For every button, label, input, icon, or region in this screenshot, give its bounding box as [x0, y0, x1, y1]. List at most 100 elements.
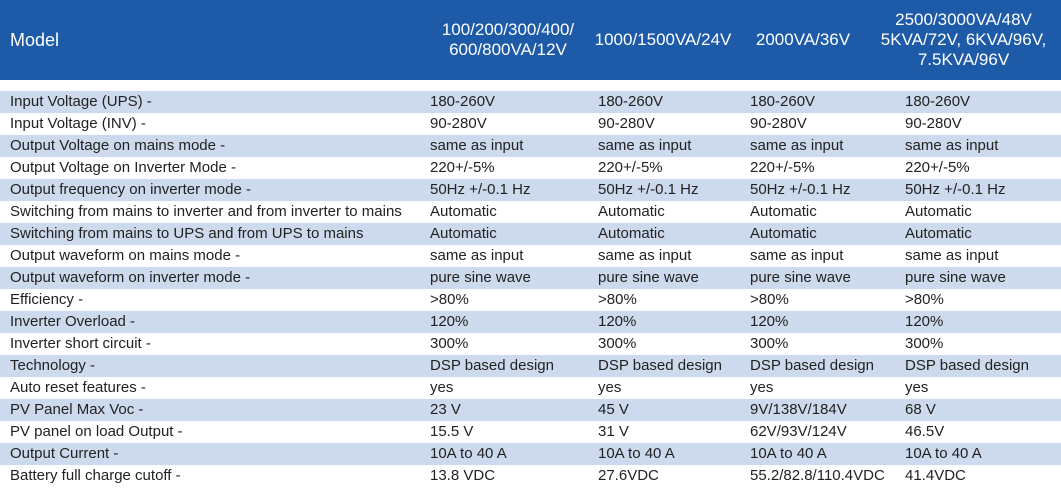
row-value: 120% [750, 313, 789, 330]
row-value: yes [598, 379, 622, 396]
row-value: 50Hz +/-0.1 Hz [430, 181, 531, 198]
row-label: Output Voltage on mains mode - [10, 137, 226, 154]
row-value: yes [905, 379, 929, 396]
row-value: 46.5V [905, 423, 945, 440]
row-value: 120% [430, 313, 469, 330]
table-body: Input Voltage (UPS) - 180-260V 180-260V 180… [0, 91, 1061, 487]
row-value: 15.5 V [430, 423, 474, 440]
table-row: Output Current - 10A to 40 A 10A to 40 A 10… [0, 443, 1061, 465]
table-row: Output Voltage on Inverter Mode - 220+/-5… [0, 157, 1061, 179]
row-value: Automatic [430, 225, 497, 242]
table-row: Output Voltage on mains mode - same as in… [0, 135, 1061, 157]
row-value: 300% [905, 335, 944, 352]
row-value: 50Hz +/-0.1 Hz [598, 181, 699, 198]
table-row: Inverter short circuit - 300% 300% 300% 300% [0, 333, 1061, 355]
row-value: >80% [905, 291, 944, 308]
row-value: 120% [905, 313, 944, 330]
row-value: Automatic [598, 225, 665, 242]
row-label: PV panel on load Output - [10, 423, 183, 440]
row-value: 220+/-5% [598, 159, 663, 176]
row-value: yes [750, 379, 774, 396]
row-label: Input Voltage (UPS) - [10, 93, 152, 110]
row-value: DSP based design [750, 357, 874, 374]
row-label: Switching from mains to inverter and fro… [10, 203, 402, 220]
row-value: yes [430, 379, 454, 396]
row-value: same as input [750, 247, 844, 264]
row-value: same as input [430, 247, 524, 264]
header-col-1-line-1: 100/200/300/400/ [441, 20, 575, 39]
header-col-4: 2500/3000VA/48V 5KVA/72V, 6KVA/96V, 7.5K… [866, 0, 1061, 80]
row-value: 45 V [598, 401, 629, 418]
table-row: PV Panel Max Voc - 23 V 45 V 9V/138V/184V 68… [0, 399, 1061, 421]
row-value: 90-280V [750, 115, 807, 132]
table-row: Output frequency on inverter mode - 50Hz … [0, 179, 1061, 201]
table-row: Switching from mains to UPS and from UPS… [0, 223, 1061, 245]
header-col-4-line-1: 2500/3000VA/48V [895, 10, 1032, 29]
header-col-1: 100/200/300/400/ 600/800VA/12V [422, 0, 594, 80]
row-value: DSP based design [905, 357, 1029, 374]
row-value: 90-280V [430, 115, 487, 132]
row-label: Output waveform on mains mode - [10, 247, 241, 264]
row-value: 300% [430, 335, 469, 352]
row-value: 300% [598, 335, 637, 352]
row-value: Automatic [430, 203, 497, 220]
row-label: Input Voltage (INV) - [10, 115, 146, 132]
row-label: PV Panel Max Voc - [10, 401, 144, 418]
header-col-2-line-1: 1000/1500VA/24V [594, 30, 732, 49]
table-row: Output waveform on mains mode - same as i… [0, 245, 1061, 267]
row-value: 180-260V [598, 93, 664, 110]
row-value: same as input [598, 137, 692, 154]
row-value: 300% [750, 335, 789, 352]
row-label: Output Voltage on Inverter Mode - [10, 159, 236, 176]
row-label: Output frequency on inverter mode - [10, 181, 251, 198]
row-value: >80% [598, 291, 637, 308]
header-col-3: 2000VA/36V [740, 0, 866, 80]
row-value: 31 V [598, 423, 629, 440]
row-value: 55.2/82.8/110.4VDC [750, 467, 885, 484]
row-label: Inverter short circuit - [10, 335, 151, 352]
row-label: Switching from mains to UPS and from UPS… [10, 225, 364, 242]
row-label: Technology - [10, 357, 96, 374]
row-value: 50Hz +/-0.1 Hz [750, 181, 851, 198]
row-value: Automatic [750, 203, 817, 220]
row-value: 62V/93V/124V [750, 423, 847, 440]
row-value: same as input [430, 137, 524, 154]
row-value: 10A to 40 A [905, 445, 982, 462]
row-value: 180-260V [750, 93, 816, 110]
table-row: Input Voltage (UPS) - 180-260V 180-260V 180… [0, 91, 1061, 113]
row-value: 10A to 40 A [750, 445, 827, 462]
row-value: pure sine wave [598, 269, 699, 286]
table-row: PV panel on load Output - 15.5 V 31 V 62V/9… [0, 421, 1061, 443]
row-label: Battery full charge cutoff - [10, 467, 181, 484]
row-value: Automatic [750, 225, 817, 242]
row-value: 90-280V [598, 115, 655, 132]
row-value: DSP based design [430, 357, 554, 374]
row-value: 10A to 40 A [598, 445, 675, 462]
row-value: pure sine wave [430, 269, 531, 286]
header-col-1-line-2: 600/800VA/12V [449, 40, 567, 59]
row-label: Auto reset features - [10, 379, 146, 396]
row-label: Efficiency - [10, 291, 84, 308]
row-value: same as input [905, 247, 999, 264]
table-row: Output waveform on inverter mode - pure s… [0, 267, 1061, 289]
row-value: 50Hz +/-0.1 Hz [905, 181, 1006, 198]
row-value: same as input [598, 247, 692, 264]
row-value: 10A to 40 A [430, 445, 507, 462]
row-value: Automatic [905, 203, 972, 220]
row-label: Output waveform on inverter mode - [10, 269, 251, 286]
row-value: 220+/-5% [750, 159, 815, 176]
table-row: Switching from mains to inverter and fro… [0, 201, 1061, 223]
table-row: Input Voltage (INV) - 90-280V 90-280V 90-28… [0, 113, 1061, 135]
table-row: Technology - DSP based design DSP based de… [0, 355, 1061, 377]
row-value: >80% [750, 291, 789, 308]
row-label: Output Current - [10, 445, 119, 462]
row-value: same as input [905, 137, 999, 154]
table-row: Efficiency - >80% >80% >80% >80% [0, 289, 1061, 311]
row-value: DSP based design [598, 357, 722, 374]
row-value: 90-280V [905, 115, 962, 132]
row-value: 220+/-5% [430, 159, 495, 176]
table-header: Model 100/200/300/400/ 600/800VA/12V 100… [0, 0, 1061, 80]
header-col-4-line-2: 5KVA/72V, 6KVA/96V, [880, 30, 1047, 49]
row-value: 180-260V [905, 93, 971, 110]
